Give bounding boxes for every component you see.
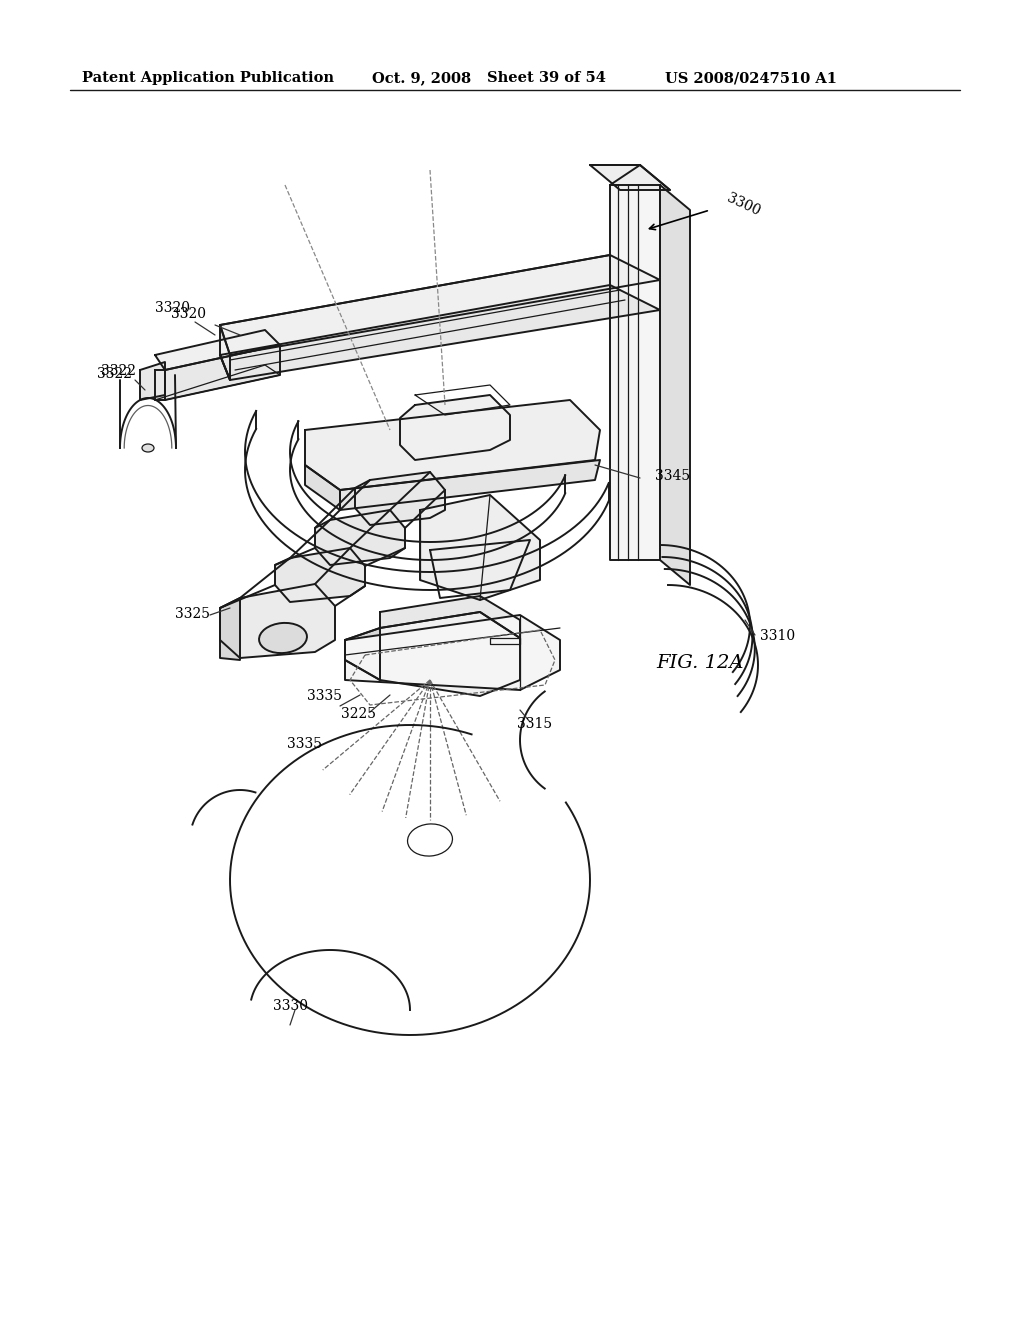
Polygon shape: [380, 597, 520, 638]
Polygon shape: [140, 362, 165, 400]
Polygon shape: [420, 495, 540, 601]
Polygon shape: [275, 548, 365, 602]
Text: 3335: 3335: [288, 737, 323, 751]
Text: 3300: 3300: [725, 191, 763, 219]
Text: Sheet 39 of 54: Sheet 39 of 54: [487, 71, 606, 84]
Polygon shape: [165, 345, 280, 400]
Text: 3320: 3320: [171, 308, 206, 321]
Polygon shape: [305, 400, 600, 490]
Polygon shape: [355, 473, 445, 525]
Polygon shape: [345, 612, 520, 696]
Polygon shape: [660, 185, 690, 585]
Ellipse shape: [459, 653, 481, 667]
Polygon shape: [155, 370, 165, 400]
Text: Oct. 9, 2008: Oct. 9, 2008: [372, 71, 471, 84]
Text: 3345: 3345: [655, 469, 690, 483]
Text: 3322: 3322: [100, 364, 135, 378]
Polygon shape: [220, 598, 240, 660]
Polygon shape: [305, 465, 340, 510]
Text: 3335: 3335: [307, 689, 342, 704]
Text: 3322: 3322: [97, 367, 132, 381]
Polygon shape: [220, 255, 660, 355]
Polygon shape: [590, 165, 670, 190]
Text: 3225: 3225: [341, 708, 376, 721]
Text: 3330: 3330: [272, 999, 307, 1012]
Polygon shape: [155, 330, 280, 370]
Text: 3320: 3320: [156, 301, 190, 315]
Polygon shape: [220, 285, 660, 380]
Text: 3325: 3325: [174, 607, 210, 620]
Ellipse shape: [259, 623, 307, 653]
Text: 3310: 3310: [760, 630, 795, 643]
Polygon shape: [340, 459, 600, 510]
Polygon shape: [345, 615, 560, 690]
Text: 3315: 3315: [517, 717, 553, 731]
Polygon shape: [610, 185, 660, 560]
Polygon shape: [400, 395, 510, 459]
Ellipse shape: [142, 444, 154, 451]
Text: Patent Application Publication: Patent Application Publication: [82, 71, 334, 84]
Text: US 2008/0247510 A1: US 2008/0247510 A1: [665, 71, 837, 84]
Polygon shape: [220, 583, 335, 657]
Polygon shape: [345, 628, 380, 680]
Polygon shape: [220, 325, 230, 380]
Text: FIG. 12A: FIG. 12A: [656, 653, 743, 672]
Polygon shape: [315, 510, 406, 565]
